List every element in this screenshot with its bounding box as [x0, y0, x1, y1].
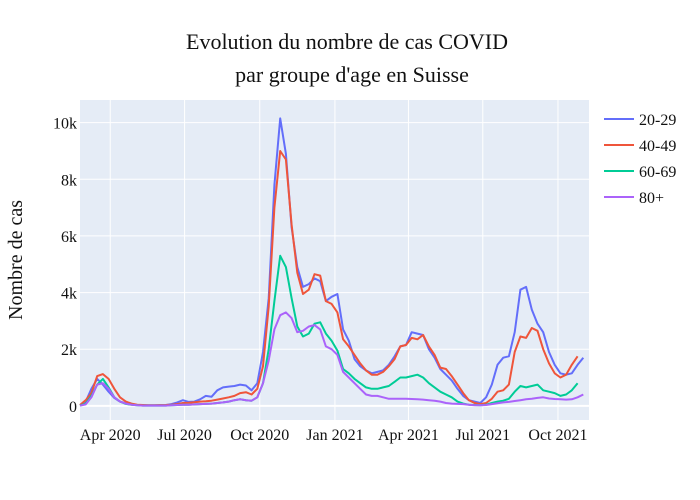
legend-label-80+[interactable]: 80+	[639, 190, 664, 207]
x-tick-label: Apr 2020	[80, 427, 141, 444]
chart-title-line1: Evolution du nombre de cas COVID	[186, 29, 508, 54]
y-tick-label: 6k	[61, 229, 77, 246]
y-tick-label: 2k	[61, 342, 77, 359]
legend-label-40-49[interactable]: 40-49	[639, 138, 676, 155]
legend[interactable]: 20-29 40-49 60-69 80+	[604, 112, 676, 207]
x-tick-label: Oct 2020	[230, 427, 289, 444]
x-tick-label: Jul 2021	[455, 427, 510, 444]
legend-label-60-69[interactable]: 60-69	[639, 164, 676, 181]
y-axis-label: Nombre de cas	[5, 200, 27, 320]
x-tick-label: Apr 2021	[378, 427, 439, 444]
x-axis-ticks: Apr 2020 Jul 2020 Oct 2020 Jan 2021 Apr 2021…	[80, 427, 588, 444]
x-tick-label: Oct 2021	[528, 427, 587, 444]
y-tick-label: 8k	[61, 172, 77, 189]
y-tick-label: 10k	[53, 116, 77, 133]
x-tick-label: Jan 2021	[306, 427, 363, 444]
y-tick-label: 4k	[61, 286, 77, 303]
y-axis-ticks: 0 2k 4k 6k 8k 10k	[53, 116, 77, 416]
x-tick-label: Jul 2020	[157, 427, 212, 444]
series-lines	[79, 117, 585, 407]
series-line-80+[interactable]	[79, 311, 584, 407]
grid-lines	[80, 100, 589, 420]
y-tick-label: 0	[69, 399, 77, 416]
legend-label-20-29[interactable]: 20-29	[639, 112, 676, 129]
chart-title-line2: par groupe d'age en Suisse	[235, 62, 469, 87]
